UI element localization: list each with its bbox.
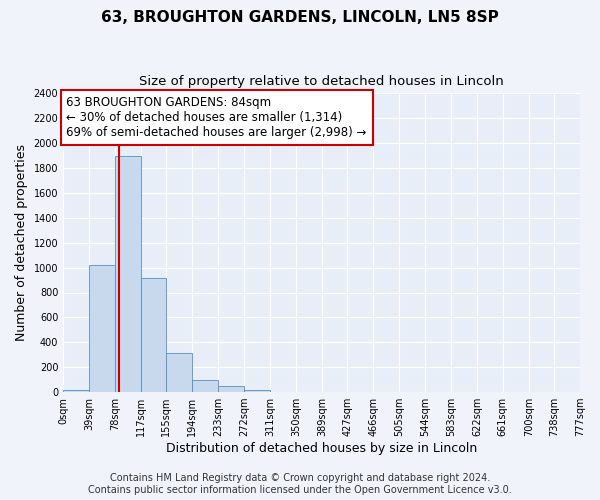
Bar [218, 386, 244, 392]
Bar [192, 380, 218, 392]
Bar [89, 265, 115, 392]
Bar [115, 156, 141, 392]
Title: Size of property relative to detached houses in Lincoln: Size of property relative to detached ho… [139, 75, 504, 88]
Text: 63, BROUGHTON GARDENS, LINCOLN, LN5 8SP: 63, BROUGHTON GARDENS, LINCOLN, LN5 8SP [101, 10, 499, 25]
X-axis label: Distribution of detached houses by size in Lincoln: Distribution of detached houses by size … [166, 442, 477, 455]
Bar [166, 353, 192, 392]
Bar [141, 278, 166, 392]
Text: 63 BROUGHTON GARDENS: 84sqm
← 30% of detached houses are smaller (1,314)
69% of : 63 BROUGHTON GARDENS: 84sqm ← 30% of det… [67, 96, 367, 139]
Text: Contains HM Land Registry data © Crown copyright and database right 2024.
Contai: Contains HM Land Registry data © Crown c… [88, 474, 512, 495]
Bar [244, 390, 270, 392]
Y-axis label: Number of detached properties: Number of detached properties [15, 144, 28, 341]
Bar [63, 390, 89, 392]
